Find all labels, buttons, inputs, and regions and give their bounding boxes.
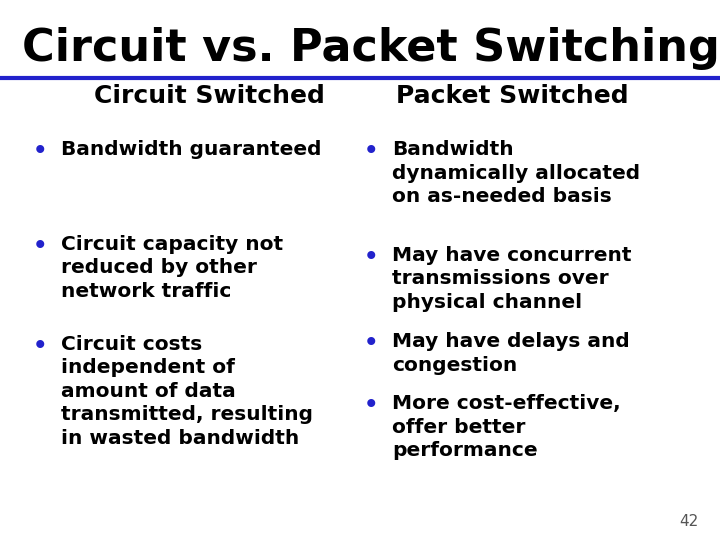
Text: •: • (364, 332, 378, 355)
Text: Circuit vs. Packet Switching: Circuit vs. Packet Switching (22, 27, 719, 70)
Text: 42: 42 (679, 514, 698, 529)
Text: •: • (364, 246, 378, 269)
Text: Packet Switched: Packet Switched (396, 84, 629, 107)
Text: Circuit capacity not
reduced by other
network traffic: Circuit capacity not reduced by other ne… (61, 235, 284, 301)
Text: May have delays and
congestion: May have delays and congestion (392, 332, 630, 375)
Text: More cost-effective,
offer better
performance: More cost-effective, offer better perfor… (392, 394, 621, 460)
Text: Circuit costs
independent of
amount of data
transmitted, resulting
in wasted ban: Circuit costs independent of amount of d… (61, 335, 313, 448)
Text: •: • (364, 140, 378, 164)
Text: •: • (32, 235, 47, 258)
Text: •: • (32, 335, 47, 358)
Text: Bandwidth guaranteed: Bandwidth guaranteed (61, 140, 322, 159)
Text: •: • (364, 394, 378, 417)
Text: Circuit Switched: Circuit Switched (94, 84, 325, 107)
Text: Bandwidth
dynamically allocated
on as-needed basis: Bandwidth dynamically allocated on as-ne… (392, 140, 641, 206)
Text: •: • (32, 140, 47, 164)
Text: May have concurrent
transmissions over
physical channel: May have concurrent transmissions over p… (392, 246, 632, 312)
